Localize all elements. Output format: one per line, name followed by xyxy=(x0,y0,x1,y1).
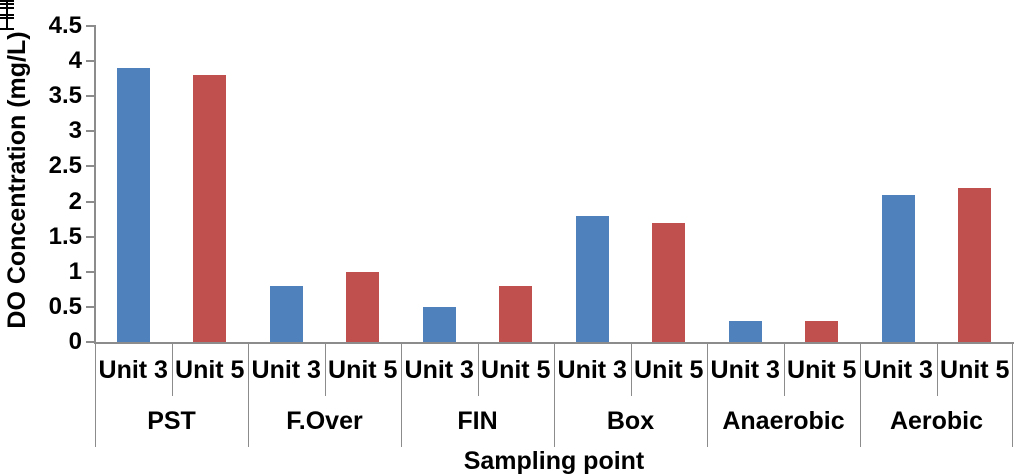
unit-label-unit-5-pst: Unit 5 xyxy=(175,355,245,384)
group-label-anaerobic: Anaerobic xyxy=(722,407,845,435)
y-tick-label: 1 xyxy=(68,257,82,285)
unit-separator xyxy=(477,344,479,396)
y-tick xyxy=(86,165,95,168)
unit-label-unit-3-aerobic: Unit 3 xyxy=(863,355,933,384)
bar-unit-5-fin xyxy=(499,285,533,342)
group-label-aerobic: Aerobic xyxy=(889,407,984,435)
unit-label-unit-5-anaerobic: Unit 5 xyxy=(787,355,857,384)
bar-unit-3-box xyxy=(575,215,609,342)
bar-unit-3-fin xyxy=(422,306,456,342)
y-tick xyxy=(86,25,95,27)
y-tick xyxy=(86,305,95,308)
unit-label-unit-3-f-over: Unit 3 xyxy=(251,355,321,384)
error-bar-cap-bottom xyxy=(0,14,14,17)
unit-label-unit-5-box: Unit 5 xyxy=(634,355,704,384)
group-label-box: Box xyxy=(606,407,655,435)
unit-separator xyxy=(783,344,785,396)
error-bar-unit-5-aerobic xyxy=(0,0,14,173)
x-axis-title: Sampling point xyxy=(463,447,645,475)
unit-label-unit-3-box: Unit 3 xyxy=(557,355,627,384)
group-separator xyxy=(860,344,861,447)
y-tick xyxy=(86,235,95,238)
error-bar-cap-bottom xyxy=(0,28,14,31)
bar-unit-3-aerobic xyxy=(881,194,915,342)
group-separator xyxy=(248,344,249,447)
error-bar-line xyxy=(6,0,8,17)
y-axis-line xyxy=(94,25,96,342)
unit-separator xyxy=(630,344,632,396)
unit-label-unit-3-anaerobic: Unit 3 xyxy=(710,355,780,384)
y-tick xyxy=(86,60,95,63)
plot-area: 0 0.5 1 1.5 2 2.5 3 3.5 4 4.5 xyxy=(0,0,1024,355)
y-tick-label: 0.5 xyxy=(48,292,82,320)
y-tick xyxy=(86,341,95,343)
unit-separator xyxy=(324,344,326,396)
unit-label-unit-3-pst: Unit 3 xyxy=(98,355,168,384)
group-label-pst: PST xyxy=(147,407,196,435)
group-separator xyxy=(1012,344,1013,447)
unit-label-unit-3-fin: Unit 3 xyxy=(404,355,474,384)
y-tick-label: 3 xyxy=(68,117,82,145)
unit-separator xyxy=(171,344,173,396)
y-tick-label: 1.5 xyxy=(48,222,82,250)
error-bar-cap-top xyxy=(0,0,14,2)
group-separator xyxy=(554,344,555,447)
y-tick-label: 0 xyxy=(68,328,82,355)
bar-unit-3-f-over xyxy=(269,285,303,342)
unit-label-unit-5-aerobic: Unit 5 xyxy=(940,355,1010,384)
y-tick xyxy=(86,95,95,98)
y-tick-label: 2 xyxy=(68,187,82,215)
y-tick xyxy=(86,270,95,273)
bar-unit-5-pst xyxy=(193,75,227,342)
y-tick xyxy=(86,200,95,203)
bar-unit-5-anaerobic xyxy=(805,320,839,342)
y-tick-label: 4.5 xyxy=(48,12,82,39)
bar-unit-3-anaerobic xyxy=(728,320,762,342)
y-tick-label: 3.5 xyxy=(48,82,82,110)
group-separator xyxy=(95,344,96,447)
group-separator xyxy=(707,344,708,447)
bar-unit-5-aerobic xyxy=(958,187,992,342)
y-tick-label: 2.5 xyxy=(48,152,82,180)
group-label-f-over: F.Over xyxy=(286,407,363,435)
group-separator xyxy=(401,344,402,447)
bar-unit-3-pst xyxy=(116,68,150,342)
x-axis-line xyxy=(94,342,1014,344)
y-tick xyxy=(86,130,95,133)
bar-unit-5-box xyxy=(652,222,686,342)
unit-separator xyxy=(936,344,938,396)
group-label-fin: FIN xyxy=(457,407,498,435)
unit-label-unit-5-f-over: Unit 5 xyxy=(328,355,398,384)
unit-label-unit-5-fin: Unit 5 xyxy=(481,355,551,384)
y-tick-label: 4 xyxy=(68,47,82,75)
bar-unit-5-f-over xyxy=(346,271,380,342)
